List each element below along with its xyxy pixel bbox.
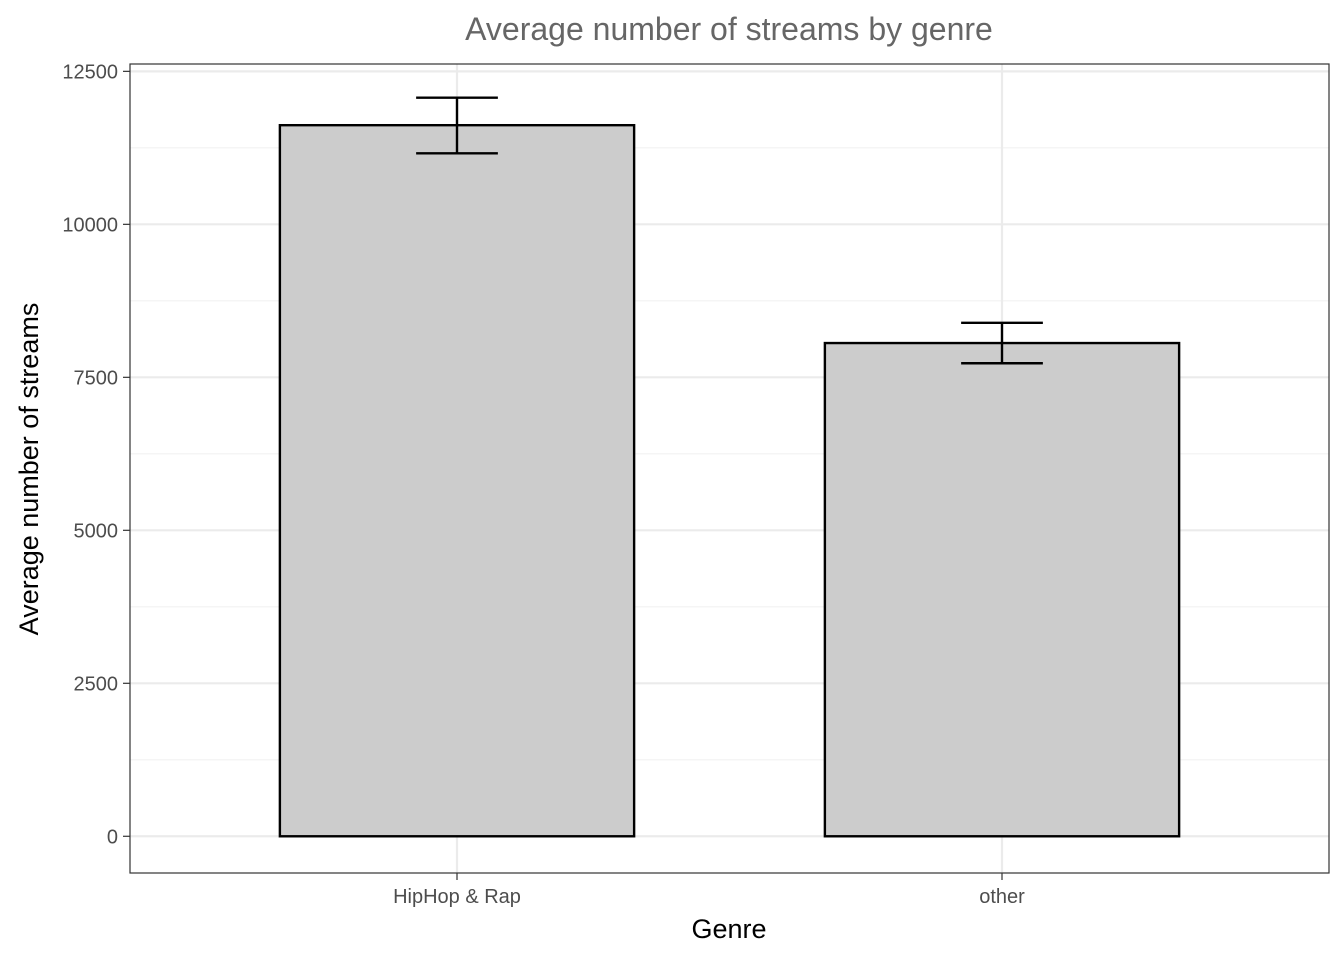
y-tick-label: 7500 (74, 367, 119, 389)
bar-1 (278, 123, 636, 838)
x-axis-title: Genre (691, 914, 766, 944)
bar-2 (823, 341, 1181, 838)
y-tick-label: 10000 (62, 214, 118, 236)
error-bars (416, 96, 1043, 365)
y-tick-label: 0 (107, 826, 118, 848)
bars (278, 123, 1181, 838)
x-tick-label: other (979, 886, 1025, 908)
y-axis-title: Average number of streams (14, 303, 44, 636)
x-tick-label: HipHop & Rap (393, 886, 521, 908)
chart-title: Average number of streams by genre (465, 11, 993, 47)
panel-border (129, 63, 1330, 874)
y-tick-label: 2500 (74, 673, 119, 695)
axes: 0 2500 5000 7500 10000 12500 HipHop & Rap other (62, 61, 1025, 908)
y-tick-label: 5000 (74, 520, 119, 542)
y-tick-label: 12500 (62, 61, 118, 83)
